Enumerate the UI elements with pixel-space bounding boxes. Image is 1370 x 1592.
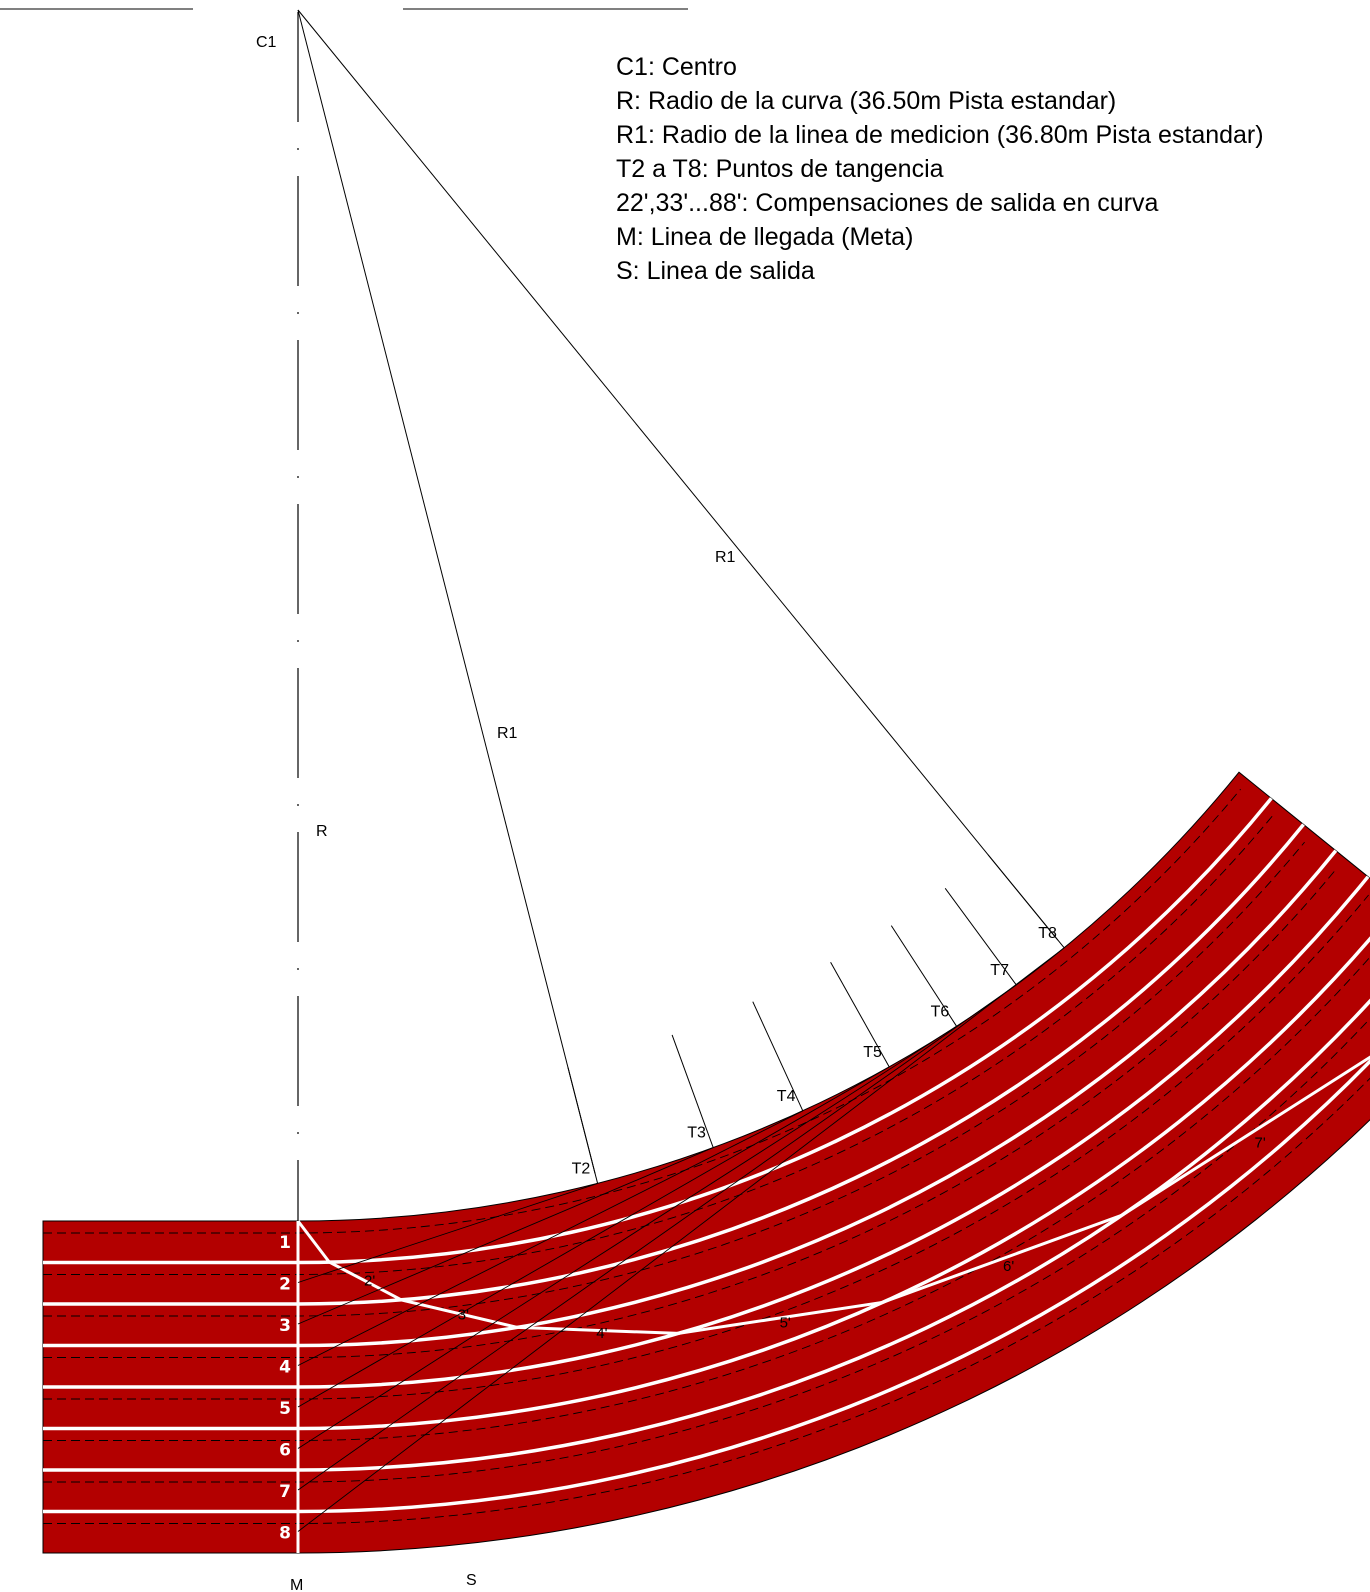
legend-item-measure-radius: R1: Radio de la linea de medicion (36.80… [616, 121, 1264, 149]
lane-number: 6 [279, 1440, 291, 1460]
legend-item-start: S: Linea de salida [616, 257, 815, 285]
center-label: C1 [256, 34, 277, 51]
finish-line-label: M [290, 1577, 303, 1592]
legend-item-center: C1: Centro [616, 53, 737, 81]
tangency-label: T6 [931, 1003, 950, 1020]
tangent-line [297, 947, 1065, 1532]
lane-number: 2 [279, 1274, 291, 1294]
legend: C1: Centro R: Radio de la curva (36.50m … [616, 50, 1264, 288]
legend-item-radius: R: Radio de la curva (36.50m Pista estan… [616, 87, 1117, 115]
measure-radius-line [297, 9, 1059, 941]
track-surface-group: 1 2 3 4 5 6 7 8 [42, 771, 1370, 1554]
tangent-line [297, 1066, 890, 1408]
measure-radius-line [297, 9, 596, 1174]
measurement-line [43, 868, 1337, 1358]
lane-line [43, 823, 1305, 1306]
compensation-label: 6' [1003, 1258, 1014, 1275]
tangent-line [297, 1110, 804, 1366]
tangency-label: T4 [777, 1088, 796, 1105]
legend-item-finish: M: Linea de llegada (Meta) [616, 223, 914, 251]
measurement-line [43, 841, 1305, 1317]
measurement-line [43, 1077, 1370, 1524]
measurement-line [43, 1018, 1370, 1483]
tangency-tick [830, 961, 890, 1068]
tangent-line [297, 1147, 714, 1325]
tangency-label: T2 [572, 1160, 591, 1177]
radius-label: R [316, 823, 328, 840]
lane-line [43, 998, 1370, 1472]
labels-group: C1 R R1 R1 M S T2 T3 T4 T5 T6 T7 T8 2' 3' 4' 5' 6' 7… [256, 34, 1266, 1592]
tangent-line [297, 1025, 957, 1449]
measurement-line [43, 894, 1369, 1400]
compensation-label: 5' [780, 1315, 791, 1332]
legend-item-tangents: T2 a T8: Puntos de tangencia [616, 155, 944, 183]
compensation-label: 7' [1255, 1135, 1266, 1152]
lane-number: 3 [279, 1316, 291, 1336]
tangency-tick [671, 1034, 714, 1148]
tangency-tick [890, 925, 958, 1027]
lane-number: 1 [279, 1233, 291, 1253]
lane-line [43, 875, 1370, 1389]
lane-number: 8 [279, 1523, 291, 1543]
measurement-line [43, 956, 1370, 1441]
lane-number: 4 [279, 1357, 291, 1377]
lane-line [43, 849, 1338, 1348]
tangency-tick [752, 1001, 804, 1112]
tangent-line [297, 1182, 598, 1283]
tangent-line [297, 984, 1017, 1491]
measure-radius-label-2: R1 [715, 549, 736, 566]
measurement-line [43, 815, 1273, 1275]
lane-number: 7 [279, 1482, 291, 1502]
compensation-label: 2' [364, 1273, 375, 1290]
start-line-label: S [466, 1572, 477, 1589]
tangency-label: T3 [687, 1125, 706, 1142]
compensation-label: 4' [596, 1325, 607, 1342]
legend-item-compensations: 22',33'...88': Compensaciones de salida … [616, 189, 1159, 217]
track-surface [42, 771, 1370, 1554]
lane-line [43, 797, 1273, 1265]
measure-radius-label-1: R1 [497, 725, 518, 742]
lane-number: 5 [279, 1399, 291, 1419]
construction-lines-group [0, 8, 1065, 1532]
tangency-label: T8 [1038, 925, 1057, 942]
tangency-tick [944, 888, 1017, 986]
compensation-label: 3' [458, 1307, 469, 1324]
tangency-label: T7 [990, 962, 1009, 979]
tangency-label: T5 [863, 1044, 882, 1061]
lane-line [43, 1058, 1370, 1514]
start-line [296, 1055, 1370, 1335]
